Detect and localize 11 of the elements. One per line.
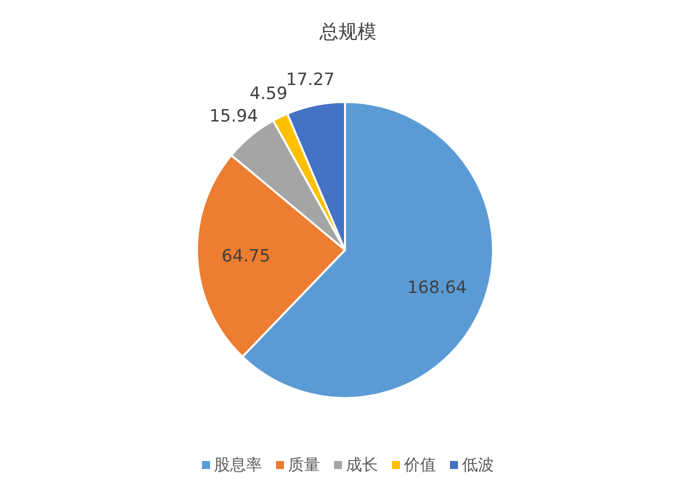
legend-label: 质量 (288, 455, 320, 474)
data-label: 15.94 (209, 106, 258, 126)
chart-title: 总规模 (318, 21, 376, 43)
data-label: 64.75 (222, 246, 270, 266)
data-label: 4.59 (250, 84, 288, 104)
legend-label: 股息率 (214, 455, 262, 474)
legend-label: 低波 (462, 455, 494, 474)
legend-label: 成长 (346, 455, 378, 474)
data-label: 168.64 (407, 278, 467, 298)
data-label: 17.27 (286, 70, 335, 90)
legend-label: 价值 (403, 455, 436, 474)
